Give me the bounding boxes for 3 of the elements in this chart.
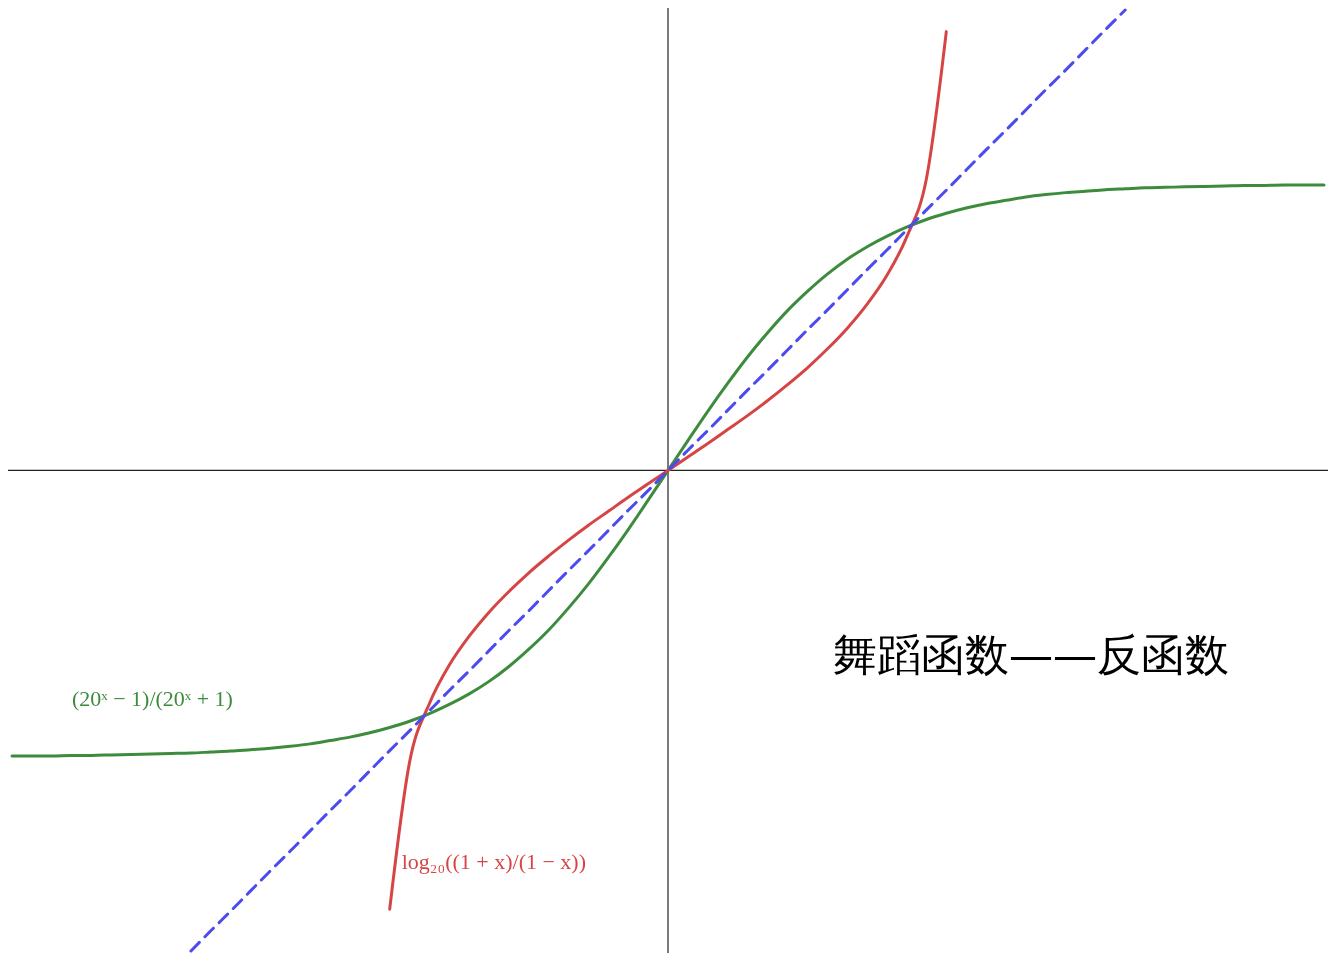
text: 舞蹈函数——反函数 xyxy=(833,628,1229,680)
series-label: log₂₀((1 + x)/(1 − x)) xyxy=(401,849,587,875)
series-label: (20ˣ − 1)/(20ˣ + 1) xyxy=(72,685,233,711)
